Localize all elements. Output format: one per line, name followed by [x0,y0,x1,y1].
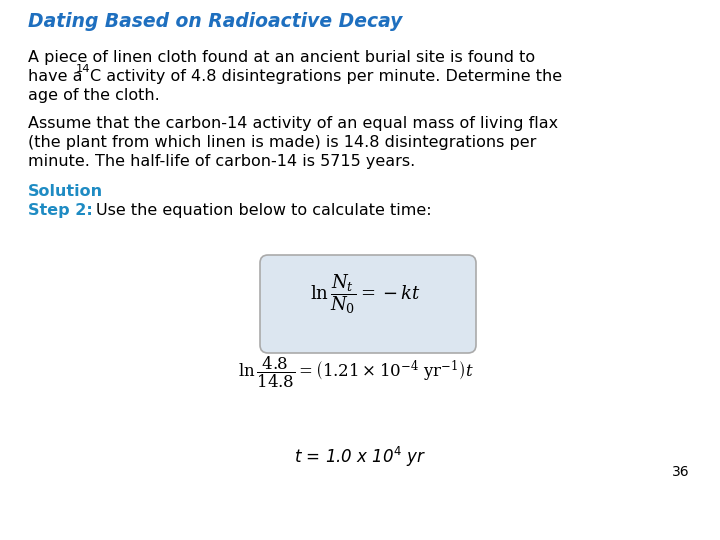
Text: have a: have a [28,69,88,84]
Text: A piece of linen cloth found at an ancient burial site is found to: A piece of linen cloth found at an ancie… [28,50,535,65]
Text: minute. The half-life of carbon-14 is 5715 years.: minute. The half-life of carbon-14 is 57… [28,154,415,169]
Text: Use the equation below to calculate time:: Use the equation below to calculate time… [96,203,431,218]
Text: Dating Based on Radioactive Decay: Dating Based on Radioactive Decay [28,12,402,31]
Text: 14: 14 [76,64,91,74]
FancyBboxPatch shape [260,255,476,353]
Text: 36: 36 [672,465,690,479]
Text: $\mathrm{ln}\,\dfrac{4.8}{14.8} = \left(1.21\times10^{-4}\ \mathrm{yr}^{-1}\righ: $\mathrm{ln}\,\dfrac{4.8}{14.8} = \left(… [238,355,474,390]
Text: $\mathrm{ln}\,\dfrac{N_t}{N_0} = -kt$: $\mathrm{ln}\,\dfrac{N_t}{N_0} = -kt$ [310,272,420,316]
Text: C activity of 4.8 disintegrations per minute. Determine the: C activity of 4.8 disintegrations per mi… [90,69,562,84]
Text: $t$ = 1.0 x 10$^4$ yr: $t$ = 1.0 x 10$^4$ yr [294,445,426,469]
Text: age of the cloth.: age of the cloth. [28,88,160,103]
Text: Solution: Solution [28,184,103,199]
Text: (the plant from which linen is made) is 14.8 disintegrations per: (the plant from which linen is made) is … [28,135,536,150]
Text: Step 2:: Step 2: [28,203,93,218]
Text: Assume that the carbon-14 activity of an equal mass of living flax: Assume that the carbon-14 activity of an… [28,116,558,131]
